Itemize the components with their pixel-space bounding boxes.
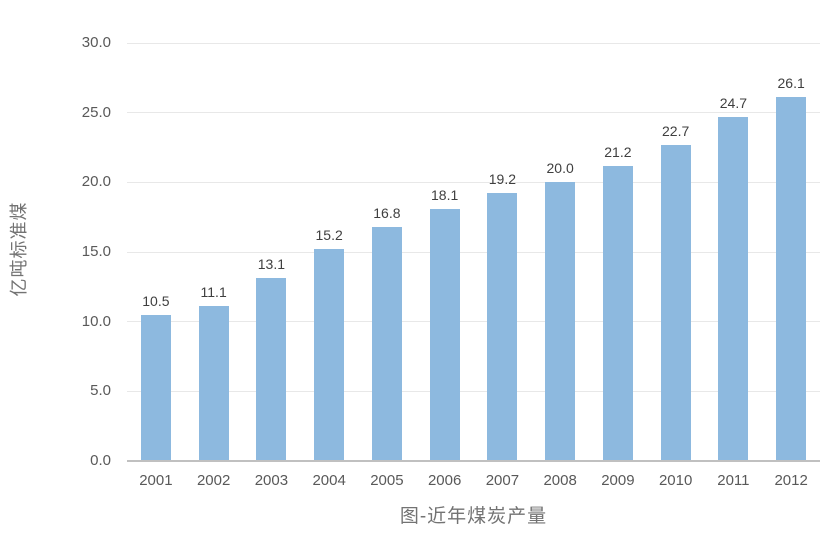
bar-value-label: 10.5 xyxy=(142,292,170,309)
y-tick-label: 30.0 xyxy=(81,34,111,51)
bar xyxy=(256,278,287,461)
chart-title: 图-近年煤炭产量 xyxy=(399,506,548,527)
bar-value-label: 19.2 xyxy=(488,171,516,188)
x-tick-label: 2007 xyxy=(485,472,520,489)
x-tick-label: 2002 xyxy=(196,472,231,489)
x-tick-label: 2012 xyxy=(774,472,808,489)
gridline xyxy=(127,181,820,183)
y-axis-title: 亿吨标准煤 xyxy=(9,201,29,297)
gridline xyxy=(127,390,820,392)
gridline xyxy=(127,42,820,44)
bar xyxy=(198,306,229,461)
bar-value-label: 24.7 xyxy=(719,94,747,111)
x-tick-label: 2009 xyxy=(601,472,635,489)
bar-value-label: 13.1 xyxy=(257,256,285,273)
bar xyxy=(429,208,460,461)
x-axis-line xyxy=(127,460,820,462)
bar-value-label: 22.7 xyxy=(662,122,690,139)
x-tick-label: 2006 xyxy=(427,472,462,489)
bar-value-label: 18.1 xyxy=(431,186,459,203)
x-tick-label: 2011 xyxy=(717,472,750,489)
x-tick-label: 2010 xyxy=(658,472,693,489)
y-tick-label: 15.0 xyxy=(81,243,111,260)
plot-area: 10.5 11.1 13.1 15.2 16.8 18.1 19.2 20.0 21.2 22.7… xyxy=(127,42,820,462)
bar-value-label: 16.8 xyxy=(373,204,401,221)
y-tick-label: 0.0 xyxy=(90,452,111,469)
x-tick-label: 2004 xyxy=(312,472,346,489)
x-tick-label: 2003 xyxy=(254,472,289,489)
bar-value-label: 20.0 xyxy=(546,160,574,177)
bar xyxy=(718,116,749,461)
bar-value-label: 11.1 xyxy=(200,284,227,301)
bar xyxy=(602,165,633,461)
bar xyxy=(314,249,345,461)
bar xyxy=(660,144,691,461)
bar xyxy=(140,314,171,461)
y-tick-label: 10.0 xyxy=(81,312,111,330)
bar xyxy=(371,226,402,461)
bar xyxy=(776,97,807,461)
bar-value-label: 15.2 xyxy=(315,227,343,244)
gridline xyxy=(127,251,820,253)
x-tick-label: 2008 xyxy=(543,472,577,489)
y-tick-label: 20.0 xyxy=(81,173,111,191)
y-tick-label: 5.0 xyxy=(90,382,111,400)
bar-value-label: 21.2 xyxy=(604,143,632,160)
gridline xyxy=(127,112,820,114)
x-tick-label: 2005 xyxy=(370,472,404,489)
gridline xyxy=(127,321,820,323)
bar-value-label: 26.1 xyxy=(777,75,805,92)
x-tick-label: 2001 xyxy=(139,472,173,489)
bar xyxy=(487,193,518,461)
y-tick-label: 25.0 xyxy=(81,103,111,121)
bar xyxy=(545,182,576,461)
